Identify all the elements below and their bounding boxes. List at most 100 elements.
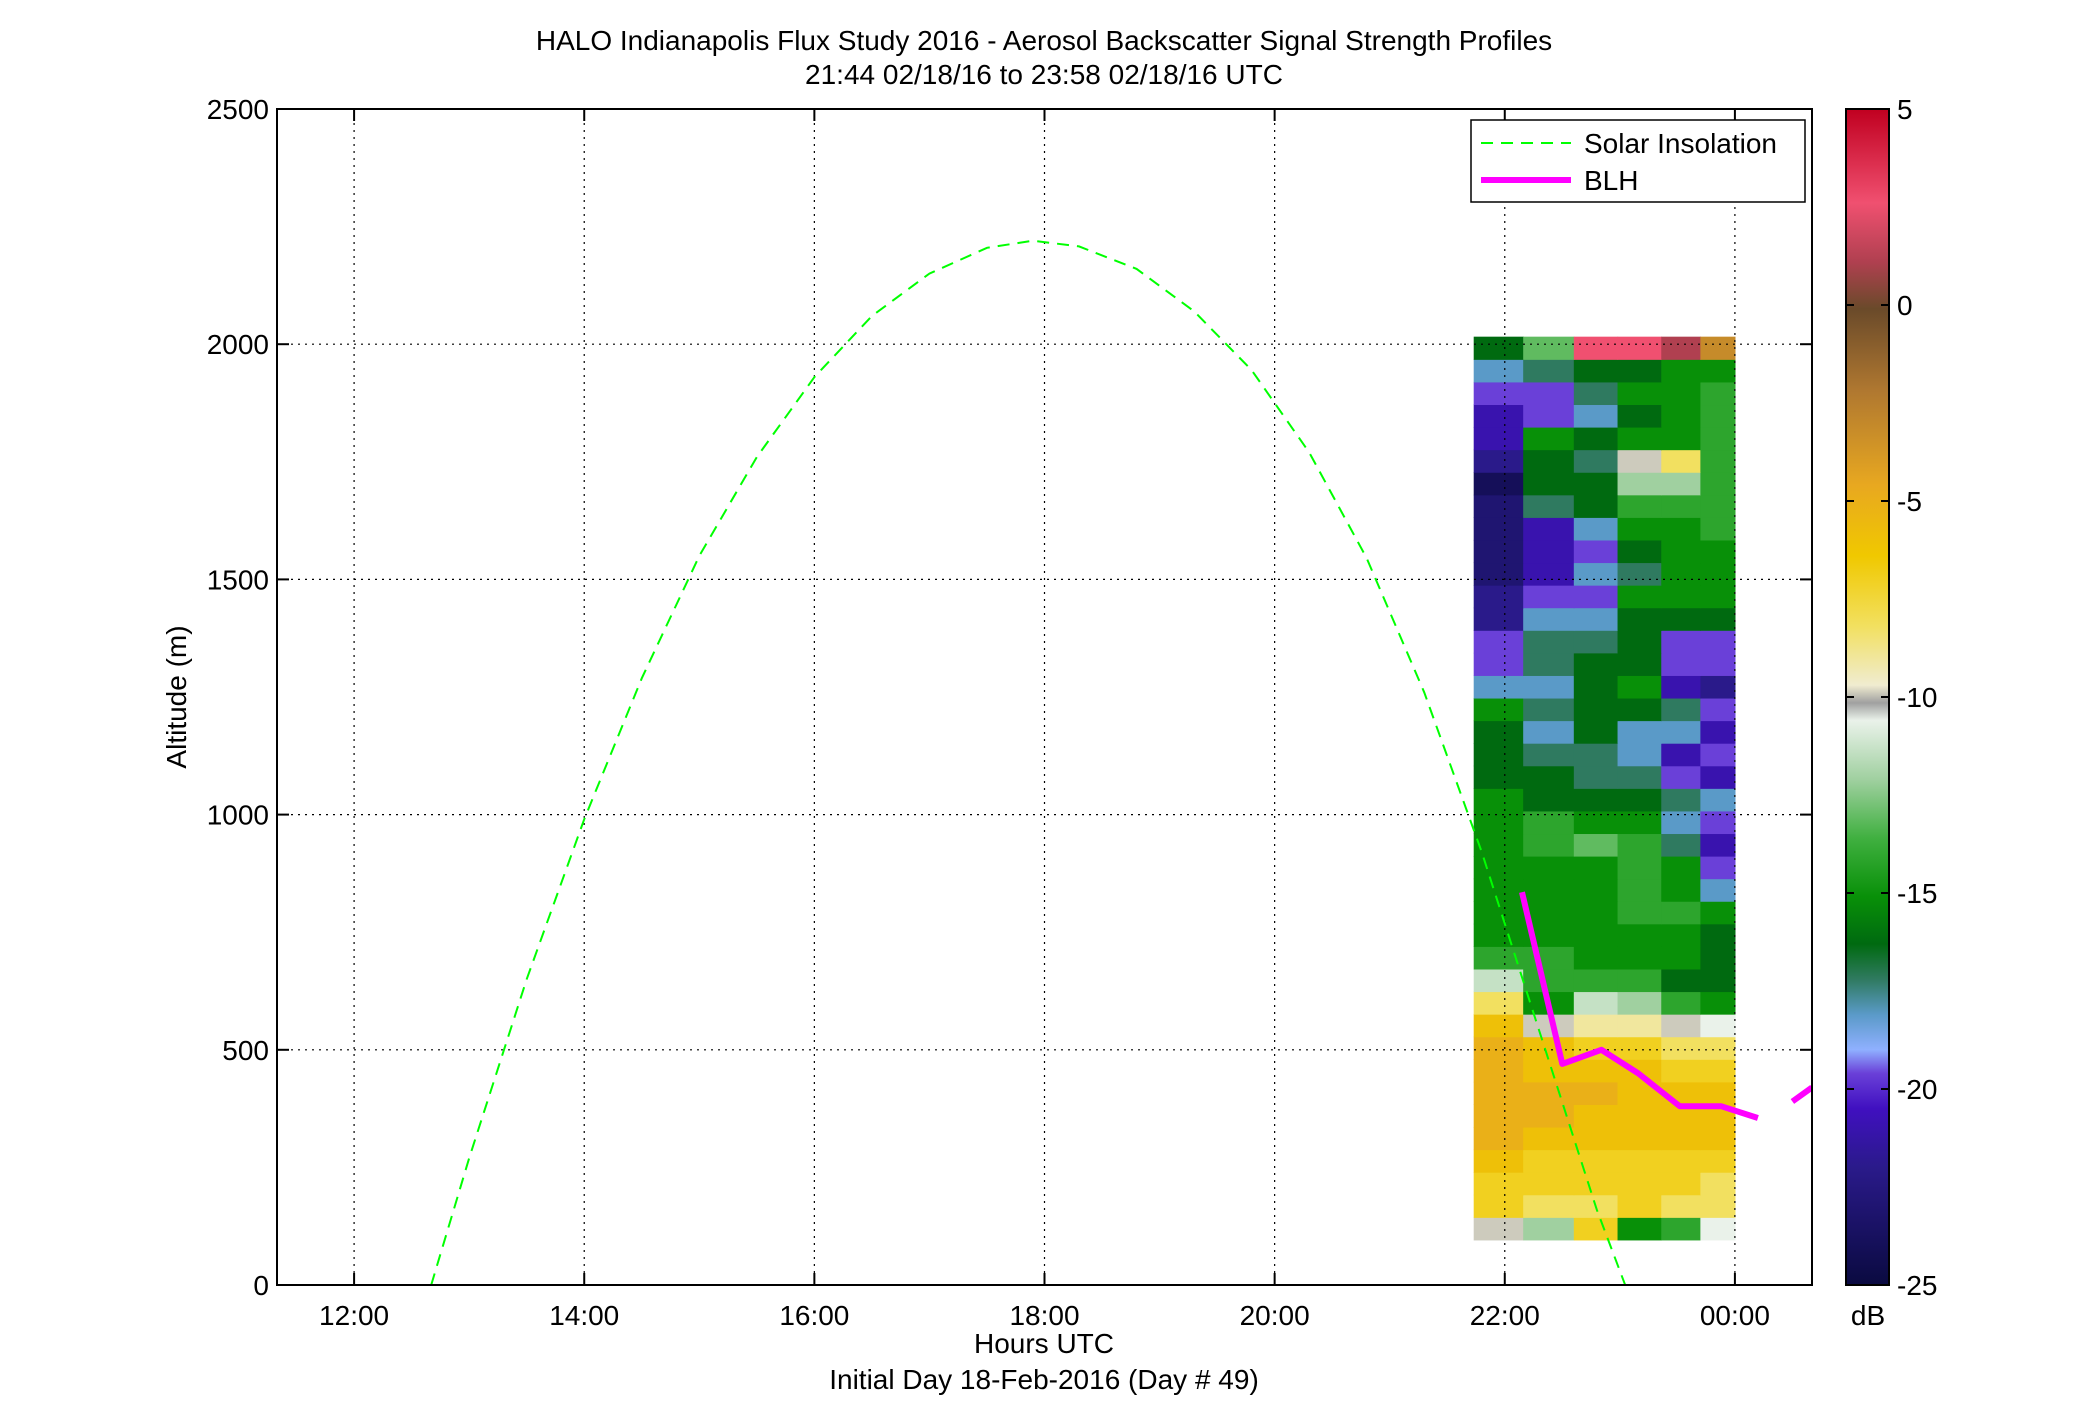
heatmap-cell — [1661, 539, 1701, 564]
heatmap-cell — [1573, 878, 1619, 902]
heatmap-cell — [1573, 901, 1619, 925]
x-tick-label: 12:00 — [319, 1300, 389, 1331]
heatmap-cell — [1573, 336, 1619, 360]
heatmap-cell — [1700, 675, 1736, 699]
heatmap-cell — [1700, 562, 1736, 586]
y-axis-label: Altitude (m) — [161, 625, 192, 768]
grid — [277, 108, 1812, 1286]
legend-blh-label: BLH — [1584, 165, 1638, 196]
colorbar-tick-label: -15 — [1897, 878, 1937, 909]
heatmap-cell — [1617, 652, 1662, 676]
heatmap-cell — [1473, 539, 1524, 564]
heatmap-cell — [1617, 359, 1662, 383]
heatmap-cell — [1573, 1014, 1619, 1038]
heatmap-cell — [1473, 652, 1524, 676]
heatmap-cell — [1700, 1036, 1736, 1060]
heatmap-cell — [1661, 517, 1701, 541]
heatmap-cell — [1661, 1126, 1701, 1151]
heatmap-cell — [1661, 946, 1701, 970]
heatmap-cell — [1523, 517, 1575, 541]
heatmap-cell — [1523, 1149, 1575, 1173]
heatmap-cell — [1700, 1014, 1736, 1038]
y-tick-label: 2500 — [207, 94, 269, 125]
heatmap-cell — [1617, 1036, 1662, 1060]
heatmap-cell — [1700, 472, 1736, 496]
x-tick-label: 18:00 — [1009, 1300, 1079, 1331]
x-axis-sublabel: Initial Day 18-Feb-2016 (Day # 49) — [829, 1364, 1259, 1395]
heatmap-cell — [1473, 381, 1524, 406]
heatmap-cell — [1573, 697, 1619, 722]
heatmap-cell — [1700, 720, 1736, 744]
blh-line — [1790, 1084, 1812, 1104]
colorbar-tick-label: 5 — [1897, 94, 1913, 125]
heatmap-cell — [1617, 1014, 1662, 1038]
heatmap-cell — [1473, 607, 1524, 631]
heatmap-cell — [1523, 630, 1575, 654]
heatmap-cell — [1573, 833, 1619, 857]
heatmap-cell — [1700, 517, 1736, 541]
heatmap-cell — [1617, 1104, 1662, 1128]
x-axis-label: Hours UTC — [974, 1328, 1114, 1359]
heatmap-cell — [1661, 968, 1701, 993]
heatmap-cell — [1661, 336, 1701, 360]
colorbar-label: dB — [1851, 1300, 1885, 1331]
heatmap-cell — [1573, 856, 1619, 880]
blh-line — [1519, 891, 1759, 1121]
heatmap-cell — [1700, 1217, 1736, 1241]
heatmap-cell — [1473, 991, 1524, 1015]
heatmap-cell — [1700, 336, 1736, 360]
heatmap-cell — [1617, 856, 1662, 880]
heatmap-cell — [1473, 449, 1524, 473]
heatmap-cell — [1661, 652, 1701, 676]
heatmap-cell — [1473, 788, 1524, 812]
heatmap-cell — [1661, 472, 1701, 496]
heatmap-cell — [1700, 923, 1736, 947]
heatmap-cell — [1617, 539, 1662, 564]
heatmap-cell — [1700, 1149, 1736, 1173]
heatmap-cell — [1473, 630, 1524, 654]
heatmap-cell — [1523, 404, 1575, 428]
heatmap-cell — [1617, 562, 1662, 586]
heatmap-cell — [1661, 1149, 1701, 1173]
chart-title: HALO Indianapolis Flux Study 2016 - Aero… — [536, 25, 1552, 56]
heatmap-cell — [1573, 359, 1619, 383]
heatmap-cell — [1661, 788, 1701, 812]
heatmap-cell — [1473, 810, 1524, 835]
heatmap-cell — [1661, 833, 1701, 857]
heatmap-cell — [1617, 1126, 1662, 1151]
heatmap-cell — [1617, 426, 1662, 451]
heatmap-cell — [1523, 449, 1575, 473]
heatmap-cell — [1661, 675, 1701, 699]
heatmap-cell — [1473, 1217, 1524, 1241]
heatmap-cell — [1661, 765, 1701, 789]
heatmap-cell — [1700, 539, 1736, 564]
heatmap-cell — [1473, 426, 1524, 451]
colorbar-ticks: 5 0 -5 -10 -15 -20 -25 — [1846, 94, 1937, 1301]
heatmap-cell — [1523, 810, 1575, 835]
heatmap-cell — [1617, 923, 1662, 947]
heatmap-cell — [1573, 720, 1619, 744]
heatmap-cell — [1473, 720, 1524, 744]
heatmap-cell — [1573, 1104, 1619, 1128]
heatmap-cell — [1473, 697, 1524, 722]
heatmap-cell — [1523, 788, 1575, 812]
heatmap-cell — [1700, 856, 1736, 880]
heatmap-cell — [1617, 585, 1662, 609]
heatmap-cell — [1473, 1149, 1524, 1173]
heatmap-cell — [1661, 404, 1701, 428]
heatmap-cell — [1661, 1014, 1701, 1038]
heatmap-cell — [1661, 720, 1701, 744]
y-tick-label: 500 — [222, 1035, 269, 1066]
heatmap-cell — [1700, 765, 1736, 789]
heatmap-cell — [1700, 901, 1736, 925]
heatmap-cell — [1523, 833, 1575, 857]
heatmap-cell — [1473, 1172, 1524, 1196]
heatmap-cell — [1617, 336, 1662, 360]
colorbar-tick-label: -20 — [1897, 1074, 1937, 1105]
heatmap-cell — [1661, 1194, 1701, 1218]
heatmap-cell — [1523, 539, 1575, 564]
heatmap-cell — [1661, 359, 1701, 383]
heatmap-cell — [1573, 449, 1619, 473]
heatmap-cell — [1700, 788, 1736, 812]
chart-subtitle: 21:44 02/18/16 to 23:58 02/18/16 UTC — [805, 59, 1283, 90]
